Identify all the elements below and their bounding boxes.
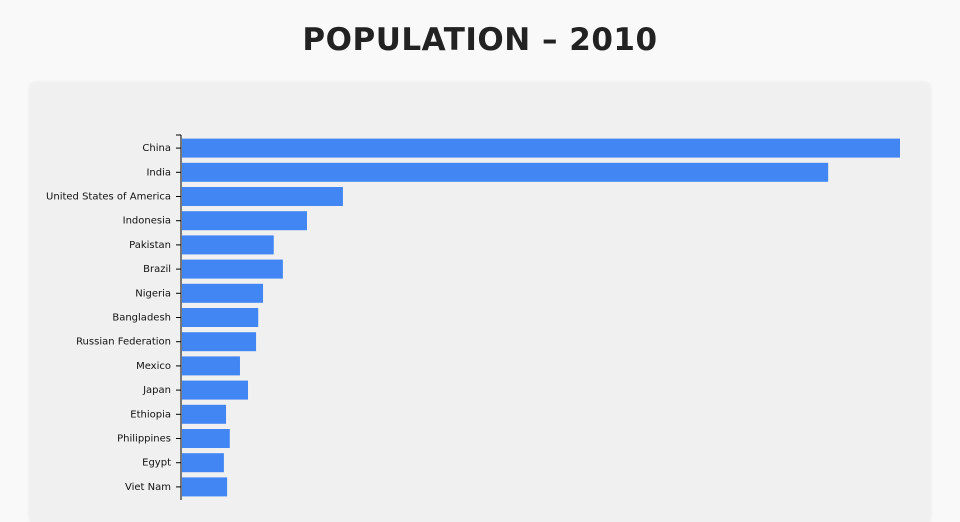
bar — [182, 259, 283, 279]
bar — [182, 356, 240, 376]
y-tick-label: Russian Federation — [76, 337, 171, 348]
bar — [182, 138, 900, 158]
bar — [182, 162, 829, 182]
bar — [182, 477, 228, 497]
y-tick-label: Philippines — [117, 434, 171, 445]
bar — [182, 187, 343, 206]
y-tick-label: Ethiopia — [130, 409, 171, 420]
y-tick-label: China — [142, 143, 171, 154]
bar — [182, 429, 230, 448]
y-tick-label: Viet Nam — [125, 482, 171, 493]
bar — [182, 211, 307, 231]
y-tick-label: India — [146, 167, 171, 178]
bar — [182, 453, 224, 473]
y-tick-label: Egypt — [142, 458, 171, 469]
y-tick-label: Indonesia — [123, 216, 171, 227]
page: POPULATION – 2010 China India United State… — [46, 22, 900, 500]
bar — [182, 332, 257, 352]
bar — [182, 235, 274, 255]
y-tick-label: Bangladesh — [112, 313, 171, 324]
y-tick-label: Japan — [142, 385, 171, 396]
y-tick-label: Brazil — [143, 264, 171, 275]
y-tick-label: Pakistan — [129, 240, 171, 251]
y-tick-label: United States of America — [46, 192, 171, 203]
bar — [182, 308, 259, 327]
bar — [182, 380, 249, 400]
chart-title: POPULATION – 2010 — [302, 22, 658, 58]
y-tick-label: Mexico — [136, 361, 171, 372]
y-tick-label: Nigeria — [135, 288, 171, 299]
chart: China India United States of America Indone… — [46, 134, 900, 500]
bar — [182, 283, 264, 303]
bar — [182, 404, 227, 424]
